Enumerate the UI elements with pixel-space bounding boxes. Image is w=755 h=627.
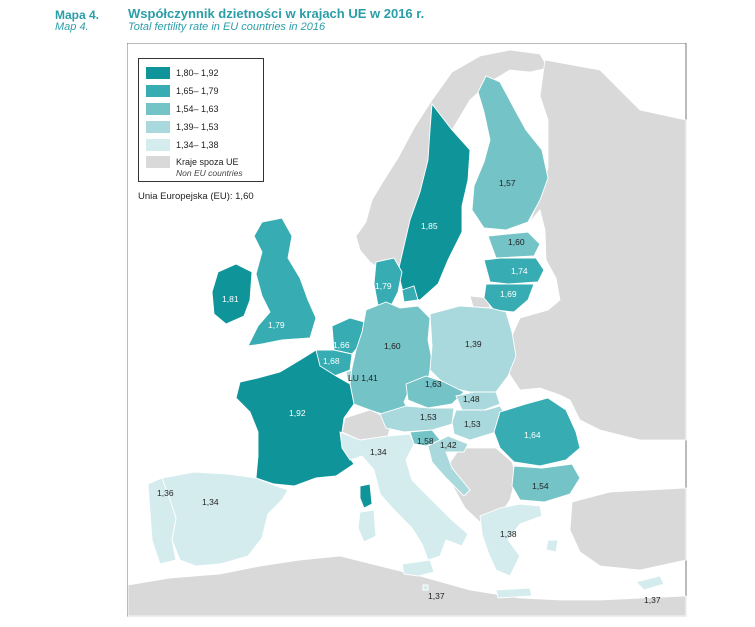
map-number-pl: Mapa 4.: [55, 8, 100, 22]
country-lithuania: [483, 283, 535, 313]
label-finland: 1,57: [499, 178, 516, 188]
country-ireland: [211, 263, 253, 325]
legend-label: Kraje spoza UE: [176, 157, 239, 167]
label-spain: 1,34: [202, 497, 219, 507]
country-greece-crete: [495, 587, 533, 599]
label-slovakia: 1,48: [463, 394, 480, 404]
label-france: 1,92: [289, 408, 306, 418]
label-bulgaria: 1,54: [532, 481, 549, 491]
label-lithuania: 1,69: [500, 289, 517, 299]
country-croatia: [427, 435, 471, 497]
map-title-en: Total fertility rate in EU countries in …: [128, 21, 326, 33]
legend-swatch: [146, 121, 170, 133]
legend-swatch: [146, 139, 170, 151]
label-greece: 1,38: [500, 529, 517, 539]
label-slovenia: 1,58: [417, 436, 434, 446]
legend-swatch: [146, 85, 170, 97]
legend-label: 1,80– 1,92: [176, 68, 219, 78]
legend-swatch: [146, 103, 170, 115]
country-france-corsica: [359, 483, 373, 509]
label-netherlands: 1,66: [333, 340, 350, 350]
label-malta: 1,37: [428, 591, 445, 601]
legend-swatch: [146, 156, 170, 168]
label-luxembourg: LU 1,41: [348, 373, 378, 383]
label-ireland: 1,81: [222, 294, 239, 304]
country-sweden: [397, 102, 471, 301]
country-estonia: [487, 231, 541, 259]
eu-countries: [147, 75, 665, 599]
legend-label-en: Non EU countries: [176, 168, 243, 178]
non-eu-land: [127, 49, 687, 617]
eu-average-note: Unia Europejska (EU): 1,60: [138, 191, 254, 202]
label-romania: 1,64: [524, 430, 541, 440]
legend-label: 1,54– 1,63: [176, 104, 219, 114]
legend-label: 1,39– 1,53: [176, 122, 219, 132]
country-greece: [479, 503, 559, 577]
country-latvia: [483, 257, 545, 285]
label-czechia: 1,63: [425, 379, 442, 389]
label-estonia: 1,60: [508, 237, 525, 247]
country-value-labels: 1,57 1,85 1,60 1,74 1,69 1,79 1,81 1,79 …: [157, 178, 661, 605]
label-austria: 1,53: [420, 412, 437, 422]
label-hungary: 1,53: [464, 419, 481, 429]
label-italy: 1,34: [370, 447, 387, 457]
legend-swatch: [146, 67, 170, 79]
country-finland: [471, 75, 549, 231]
label-latvia: 1,74: [511, 266, 528, 276]
map-number-en: Map 4.: [55, 21, 89, 33]
country-italy-sardinia: [357, 509, 377, 543]
label-poland: 1,39: [465, 339, 482, 349]
country-uk: [247, 217, 317, 347]
country-poland: [429, 305, 517, 393]
label-denmark: 1,79: [375, 281, 392, 291]
label-sweden: 1,85: [421, 221, 438, 231]
country-germany: [349, 301, 433, 419]
country-cyprus: [635, 575, 665, 591]
map-legend: 1,80– 1,92 1,65– 1,79 1,54– 1,63 1,39– 1…: [138, 58, 264, 182]
country-malta: [422, 584, 429, 591]
label-germany: 1,60: [384, 341, 401, 351]
country-denmark: [373, 257, 419, 307]
legend-label: 1,65– 1,79: [176, 86, 219, 96]
label-belgium: 1,68: [323, 356, 340, 366]
country-romania: [493, 397, 581, 467]
map-title-pl: Współczynnik dzietności w krajach UE w 2…: [128, 6, 425, 21]
label-uk: 1,79: [268, 320, 285, 330]
label-croatia: 1,42: [440, 440, 457, 450]
label-portugal: 1,36: [157, 488, 174, 498]
legend-label: 1,34– 1,38: [176, 140, 219, 150]
label-cyprus: 1,37: [644, 595, 661, 605]
country-bulgaria: [511, 463, 581, 503]
country-italy: [339, 431, 469, 561]
country-portugal: [147, 477, 177, 565]
europe-map: 1,57 1,85 1,60 1,74 1,69 1,79 1,81 1,79 …: [127, 43, 687, 617]
country-italy-sicily: [401, 559, 435, 577]
